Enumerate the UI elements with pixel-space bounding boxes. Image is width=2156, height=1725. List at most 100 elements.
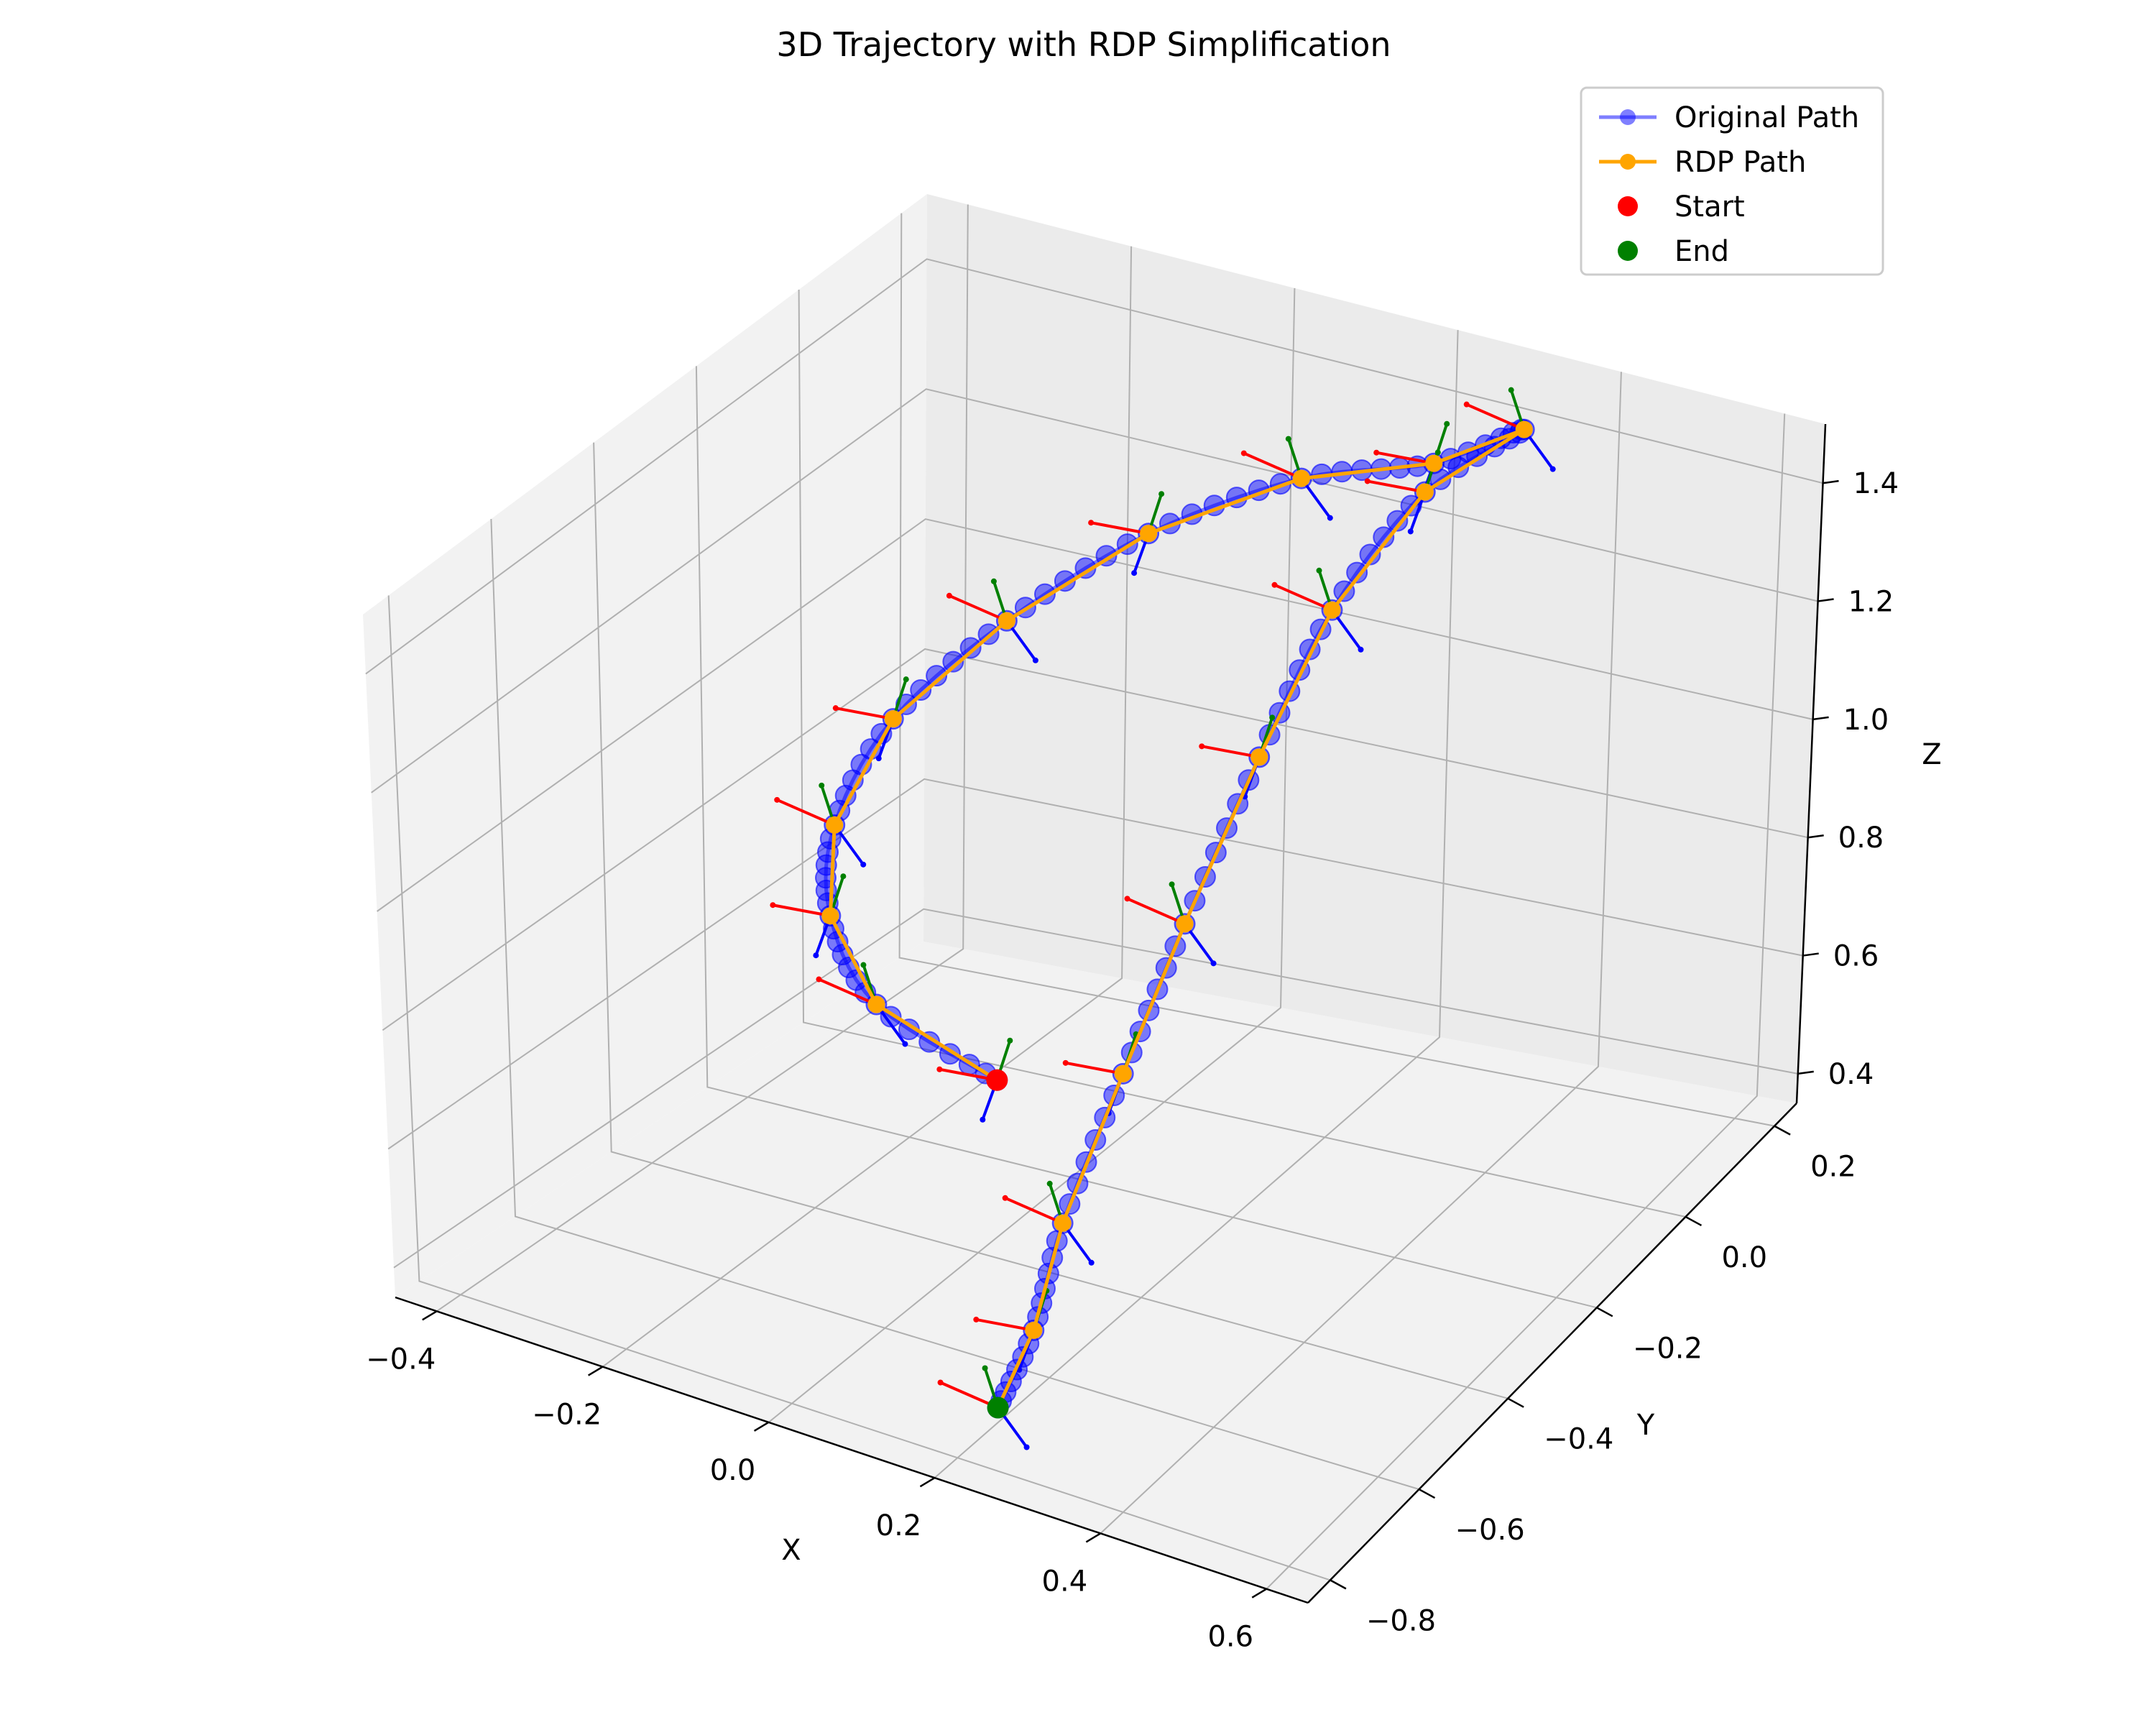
frame-x-arrow [1243,451,1302,480]
z-grid-line [371,388,1818,794]
frame-y-arrow-head [819,782,825,788]
y-grid-line [593,442,1508,1399]
frame-z-arrow-head [1032,657,1038,663]
frame-y-arrow-head [1046,1180,1053,1187]
frame-x-arrow [1367,479,1426,494]
y-grid-line [798,289,1686,1218]
frame-x-arrow [1090,521,1149,535]
y-grid-line [898,213,1775,1127]
axis-lines [395,423,1827,1604]
original-path-point [895,693,917,715]
frame-x-arrow-head [774,796,780,803]
legend-label: Original Path [1674,101,1859,134]
frame-x-arrow [776,798,836,827]
x-grid-line [1266,413,1786,1590]
x-tick [587,1366,604,1376]
frame-x-arrow-head [937,1379,944,1386]
x-grid-line [1100,372,1622,1535]
z-grid-line [393,908,1798,1269]
frame-x-arrow [975,1317,1034,1332]
frame-x-arrow [772,903,831,918]
rdp-path-point [1515,420,1533,438]
z-tick-label: 1.2 [1848,586,1894,619]
x-grid-line [934,330,1459,1478]
rdp-path-point [884,710,902,728]
frame-x-arrow-head [1463,401,1470,408]
y-tick-label: −0.6 [1455,1514,1525,1547]
z-tick-label: 1.0 [1843,704,1889,737]
z-axis-line [1795,423,1827,1104]
rdp-path-point [1140,525,1158,543]
frame-z-arrow-head [1088,1259,1095,1266]
y-grid-line [490,518,1419,1490]
frame-x-arrow [1004,1196,1064,1225]
frame-y-arrow-head [1434,449,1441,456]
y-tick [1418,1488,1436,1499]
frame-x-arrow-head [1373,449,1380,456]
frame-x-arrow-head [1199,743,1205,750]
original-path-point [910,678,932,701]
y-tick [1685,1215,1703,1227]
axes-panes [363,194,1825,1603]
rdp-path-point [1054,1214,1072,1232]
y-grid-line [387,595,1331,1581]
chart-title: 3D Trajectory with RDP Simplification [776,25,1391,64]
frame-x-arrow [1465,402,1525,431]
legend-marker [1620,154,1636,170]
x-grid-line [602,246,1133,1368]
frame-y-arrow-head [1444,420,1450,427]
frame-x-arrow [818,978,877,1006]
legend: Original Path RDP Path Start End [1580,86,1884,276]
rdp-path-point [1114,1064,1132,1082]
frame-y-arrow-head [860,962,867,968]
z-tick [1802,952,1819,957]
end-marker [987,1397,1009,1419]
frame-x-arrow-head [816,976,822,983]
floor-pane [395,942,1797,1603]
original-path-point [959,637,982,659]
legend-box [1580,86,1884,276]
x-tick [753,1421,770,1432]
frame-z-arrow-head [860,861,867,868]
rdp-path-point [1176,915,1194,933]
frame-x-arrow [835,707,894,721]
frame-x-arrow [949,594,1008,622]
frame-x-arrow-head [946,592,952,599]
frame-x-arrow-head [1124,896,1130,902]
y-tick [1596,1307,1613,1317]
z-grid-line [382,648,1808,1031]
frame-y-arrow-head [903,676,909,683]
frame-x-arrow-head [936,1066,943,1072]
frame-y-arrow-head [982,1365,988,1371]
frame-x-arrow [1065,1061,1124,1075]
z-tick [1823,479,1839,484]
frame-z-arrow-head [1327,515,1333,521]
legend-label: RDP Path [1674,146,1806,179]
y-tick [1774,1125,1791,1136]
rdp-path-line [828,428,1526,1409]
frame-y-arrow-head [840,873,847,880]
z-tick [1812,716,1829,721]
frame-y-arrow-head [1007,1037,1013,1044]
original-path-point [942,650,964,673]
x-tick-label: 0.0 [710,1454,756,1487]
z-tick-label: 0.6 [1833,940,1879,973]
x-tick-label: 0.4 [1042,1565,1088,1598]
x-tick [1251,1588,1267,1598]
legend-label: Start [1674,190,1745,224]
rdp-path-point [826,816,844,834]
x-grid-line [768,288,1296,1423]
frame-y-arrow-head [1285,436,1291,442]
frame-x-arrow-head [1088,520,1095,526]
x-tick-label: −0.2 [532,1399,602,1432]
z-tick [1818,598,1834,602]
x-grid-line [436,204,969,1312]
x-tick [919,1477,936,1488]
x-tick [1085,1532,1102,1543]
y-tick-label: 0.2 [1810,1151,1856,1184]
y-tick [1507,1397,1524,1408]
frame-y-arrow-head [1269,714,1276,721]
x-axis-line [395,1296,1309,1604]
frame-z-arrow-head [1210,960,1217,967]
